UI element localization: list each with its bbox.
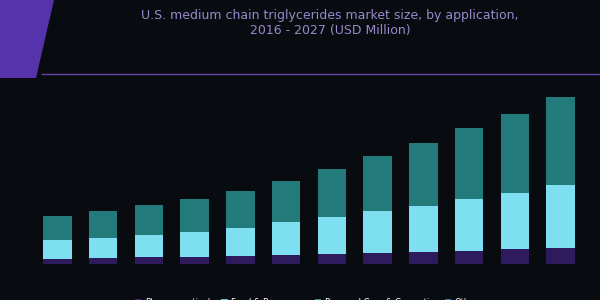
Bar	[43, 259, 71, 264]
Bar	[409, 206, 437, 252]
Bar	[181, 256, 209, 264]
Bar	[272, 255, 301, 264]
Bar	[364, 211, 392, 253]
Bar	[89, 238, 118, 258]
Polygon shape	[0, 0, 54, 78]
Bar	[135, 206, 163, 235]
Bar	[181, 199, 209, 232]
Bar	[547, 248, 575, 264]
Bar	[272, 181, 301, 222]
Text: U.S. medium chain triglycerides market size, by application,
2016 - 2027 (USD Mi: U.S. medium chain triglycerides market s…	[141, 9, 519, 37]
Bar	[364, 253, 392, 264]
Bar	[43, 240, 71, 259]
Bar	[181, 232, 209, 256]
Bar	[135, 235, 163, 257]
Bar	[409, 252, 437, 264]
Bar	[547, 185, 575, 248]
Bar	[500, 249, 529, 264]
Bar	[317, 254, 346, 264]
Bar	[547, 97, 575, 185]
Bar	[43, 216, 71, 240]
Bar	[317, 217, 346, 254]
Bar	[500, 193, 529, 249]
Bar	[455, 250, 483, 264]
Legend: Pharmaceuticals, Food & Beverages, Personal Care & Cosmetics, Others: Pharmaceuticals, Food & Beverages, Perso…	[131, 295, 487, 300]
Bar	[226, 256, 254, 264]
Bar	[455, 128, 483, 200]
Bar	[226, 228, 254, 256]
Bar	[135, 257, 163, 264]
Bar	[317, 169, 346, 217]
Bar	[455, 200, 483, 250]
Bar	[500, 114, 529, 193]
Bar	[364, 156, 392, 211]
Bar	[272, 222, 301, 255]
Bar	[89, 211, 118, 238]
Bar	[89, 258, 118, 264]
Bar	[409, 143, 437, 206]
Bar	[226, 190, 254, 228]
